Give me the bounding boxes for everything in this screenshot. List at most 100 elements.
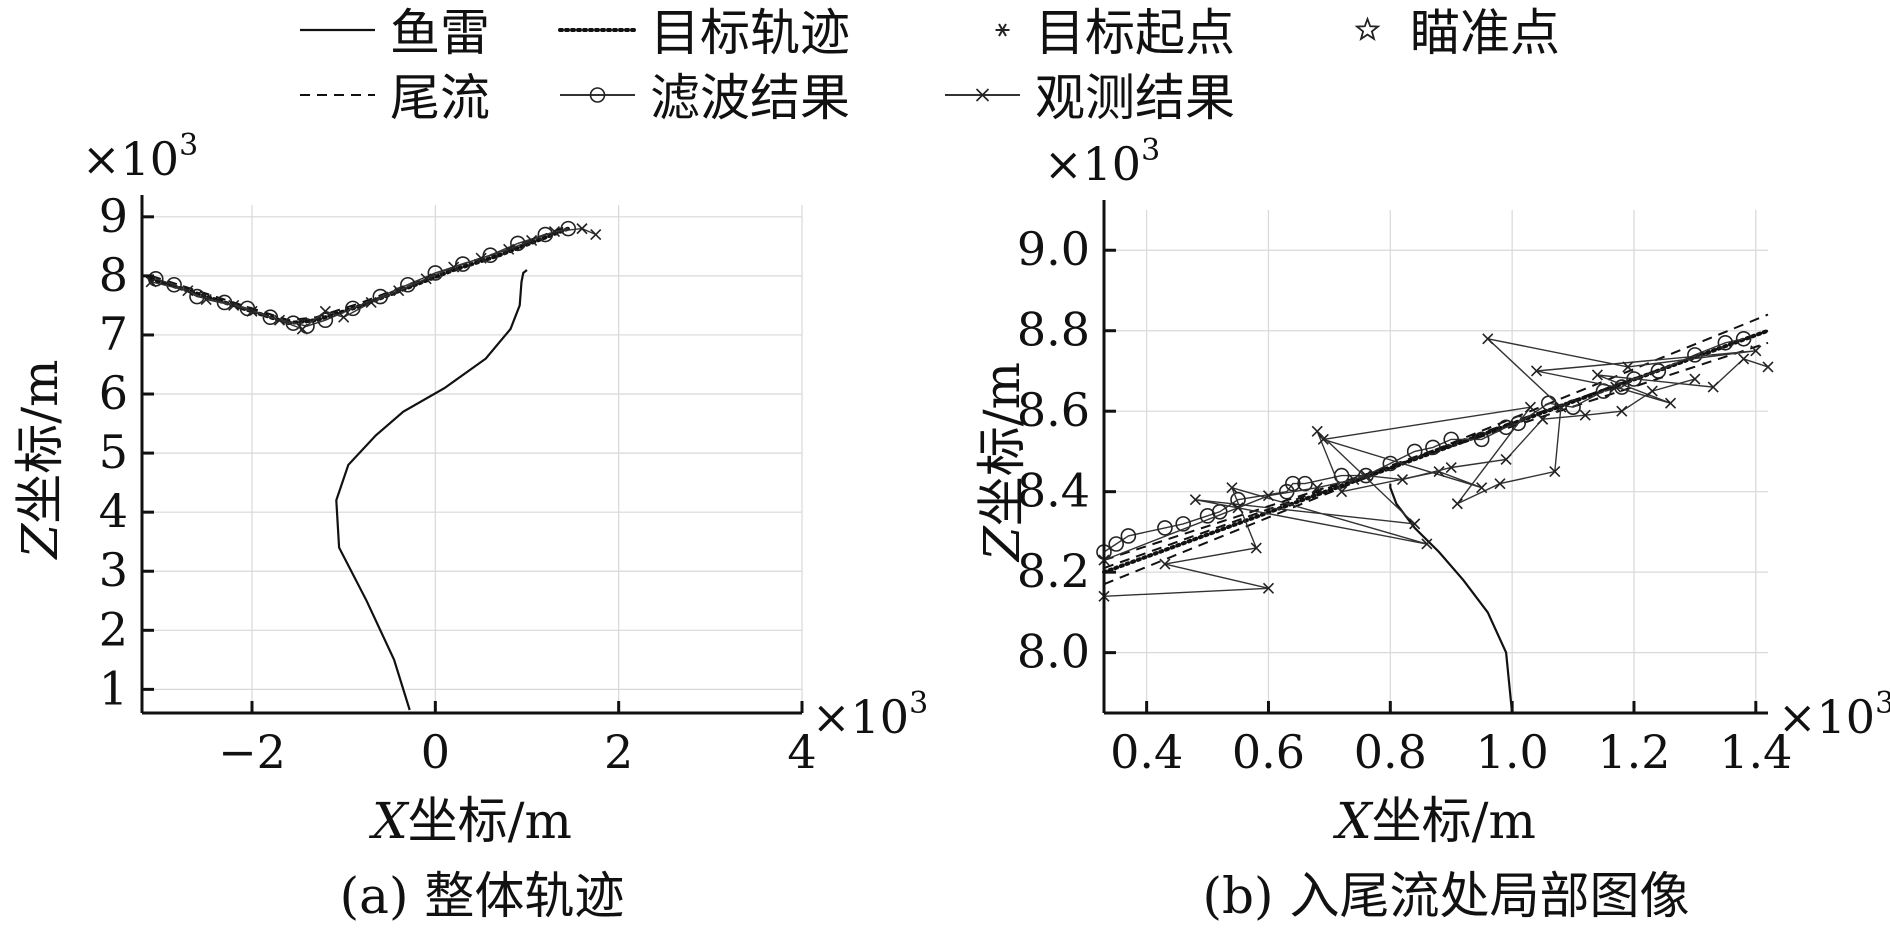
data-point: [1591, 369, 1603, 381]
series-line: [335, 269, 528, 711]
y-tick-label: 8: [99, 248, 128, 302]
legend-swatch-marker: [1354, 16, 1381, 41]
legend-item: 鱼雷: [300, 4, 490, 62]
x-scale-label: ×103: [812, 686, 928, 744]
y-tick-label: 8.4: [1017, 464, 1090, 518]
data-point: [1157, 520, 1173, 536]
data-point: [1311, 482, 1323, 494]
data-point: [548, 226, 561, 238]
data-point: [1622, 361, 1634, 373]
y-tick-label: 5: [99, 425, 128, 479]
y-tick-label: 4: [99, 484, 128, 538]
data-point: [1445, 461, 1457, 474]
x-tick-label: 0: [421, 725, 450, 779]
data-point: [427, 265, 444, 281]
legend-swatch-marker: [589, 87, 606, 103]
data-point: [448, 261, 460, 273]
panel-caption: (b) 入尾流处局部图像: [1203, 867, 1690, 925]
legend-label: 目标起点: [1035, 4, 1235, 62]
series-line: [155, 227, 569, 327]
data-point: [273, 314, 286, 326]
data-point: [1579, 409, 1591, 421]
data-point: [246, 305, 258, 317]
data-point: [1421, 538, 1433, 550]
y-tick-label: 7: [99, 307, 128, 361]
data-point: [1120, 528, 1137, 544]
data-point: [1317, 433, 1329, 445]
x-scale-base: ×10: [812, 690, 909, 744]
series-group: [1096, 313, 1774, 714]
y-axis-unit: 坐标/m: [973, 362, 1031, 526]
data-point: [1664, 397, 1677, 409]
data-point: [1348, 474, 1360, 486]
series-line: [1103, 337, 1769, 597]
y-scale-base: ×10: [1044, 137, 1141, 191]
y-axis-label: Z坐标/m: [973, 362, 1031, 563]
data-point: [1262, 490, 1275, 502]
data-point: [317, 312, 334, 328]
data-point: [1616, 405, 1628, 417]
legend-item: 目标起点: [995, 4, 1235, 62]
data-point: [475, 252, 487, 264]
data-point: [1396, 474, 1409, 486]
x-tick-label: 1.0: [1476, 725, 1549, 779]
data-point: [1482, 333, 1494, 345]
data-point: [1311, 425, 1323, 437]
y-scale-exponent: 3: [179, 128, 198, 163]
data-point: [1689, 373, 1701, 385]
data-point: [576, 223, 588, 235]
data-point: [1382, 455, 1399, 472]
grid: [1104, 210, 1768, 713]
y-tick-label: 9: [99, 189, 128, 243]
data-point: [1687, 347, 1703, 363]
data-point: [1735, 330, 1752, 347]
data-point: [1262, 582, 1275, 594]
x-scale-exponent: 3: [1875, 686, 1890, 721]
data-point: [1565, 399, 1581, 415]
data-point: [365, 296, 377, 309]
series-line: [1103, 338, 1744, 553]
y-axis-unit: 坐标/m: [11, 359, 69, 523]
data-point: [1433, 465, 1445, 478]
grid: [142, 205, 803, 713]
data-point: [200, 293, 212, 306]
x-tick-label: 1.2: [1597, 725, 1670, 779]
data-point: [526, 234, 538, 247]
x-axis-var: X: [368, 792, 410, 850]
x-scale-label: ×103: [1778, 686, 1890, 744]
panel-caption: (a) 整体轨迹: [340, 867, 625, 925]
data-point: [372, 288, 389, 305]
legend-label: 尾流: [390, 69, 490, 127]
y-tick-label: 1: [99, 661, 128, 715]
data-point: [1510, 415, 1527, 432]
legend-item: 瞄准点: [1354, 4, 1560, 62]
data-point: [1537, 413, 1549, 425]
data-point: [420, 273, 432, 285]
data-point: [1358, 467, 1374, 484]
data-point: [145, 276, 157, 288]
data-point: [1717, 334, 1734, 351]
data-point: [1500, 453, 1512, 466]
data-point: [1530, 365, 1543, 377]
data-point: [1555, 401, 1567, 413]
data-point: [1175, 516, 1191, 532]
series-line: [1103, 341, 1769, 562]
data-point: [1476, 482, 1488, 494]
data-point: [560, 220, 577, 237]
y-tick-label: 8.2: [1017, 544, 1090, 598]
series-line: [1103, 329, 1769, 570]
data-point: [1646, 385, 1658, 397]
y-axis-label: Z坐标/m: [11, 359, 69, 560]
x-tick-label: 0.4: [1110, 725, 1183, 779]
y-tick-label: 8.6: [1017, 383, 1090, 437]
data-point: [1226, 482, 1238, 494]
legend-label: 鱼雷: [390, 4, 490, 62]
data-point: [1159, 558, 1171, 570]
panel-b: 0.4 0.6 0.8 1.0 1.2 1.48.08.28.48.68.89.0×103…: [973, 133, 1890, 925]
legend-item: 观测结果: [945, 69, 1235, 127]
data-point: [1443, 431, 1460, 448]
x-tick-label: 0.6: [1232, 725, 1305, 779]
data-point: [393, 285, 405, 297]
